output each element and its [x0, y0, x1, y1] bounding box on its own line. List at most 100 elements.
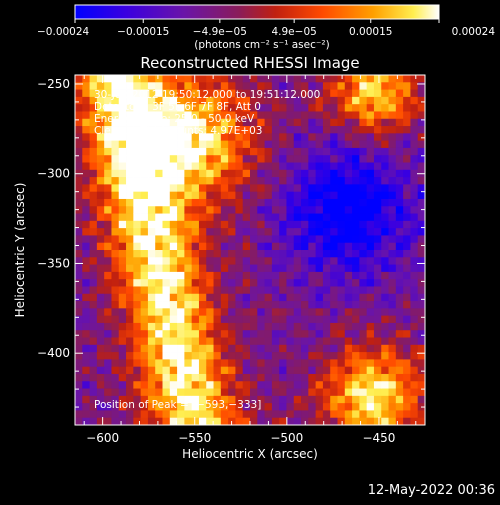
heatmap-cell — [228, 133, 236, 142]
heatmap-cell — [104, 89, 112, 98]
heatmap-cell — [403, 301, 411, 309]
heatmap-cell — [82, 315, 90, 324]
heatmap-cell — [111, 126, 120, 134]
heatmap-cell — [352, 133, 360, 142]
heatmap-cell — [271, 177, 280, 185]
heatmap-cell — [89, 147, 98, 156]
heatmap-cell — [228, 403, 236, 411]
heatmap-cell — [220, 301, 229, 309]
heatmap-cell — [104, 315, 112, 324]
heatmap-cell — [213, 126, 222, 134]
heatmap-cell — [366, 118, 375, 127]
heatmap-cell — [337, 293, 346, 302]
heatmap-cell — [147, 242, 156, 251]
heatmap-cell — [250, 352, 258, 360]
heatmap-cell — [264, 395, 273, 404]
heatmap-cell — [177, 257, 185, 265]
heatmap-cell — [271, 118, 280, 127]
heatmap-cell — [330, 118, 338, 127]
heatmap-cell — [322, 381, 331, 389]
heatmap-cell — [403, 126, 411, 134]
heatmap-cell — [264, 286, 273, 295]
heatmap-cell — [96, 308, 105, 317]
heatmap-cell — [177, 293, 185, 302]
heatmap-cell — [96, 293, 105, 302]
heatmap-cell — [133, 118, 142, 127]
heatmap-cell — [264, 322, 273, 331]
heatmap-cell — [133, 75, 142, 83]
heatmap-cell — [264, 366, 273, 375]
heatmap-cell — [155, 315, 163, 324]
heatmap-cell — [169, 322, 178, 331]
heatmap-cell — [89, 89, 98, 98]
heatmap-cell — [286, 286, 295, 295]
heatmap-cell — [286, 155, 295, 163]
heatmap-cell — [286, 395, 295, 404]
heatmap-cell — [104, 250, 112, 258]
heatmap-cell — [359, 96, 368, 105]
heatmap-cell — [315, 235, 324, 244]
heatmap-cell — [352, 293, 360, 302]
heatmap-cell — [242, 373, 251, 382]
heatmap-cell — [286, 198, 295, 207]
heatmap-cell — [220, 322, 229, 331]
heatmap-cell — [198, 366, 207, 375]
heatmap-cell — [242, 177, 251, 185]
heatmap-cell — [315, 177, 324, 185]
heatmap-cell — [96, 235, 105, 244]
heatmap-cell — [315, 264, 324, 273]
heatmap-cell — [330, 242, 338, 251]
heatmap-cell — [250, 147, 258, 156]
heatmap-cell — [111, 155, 120, 163]
heatmap-cell — [75, 250, 83, 258]
heatmap-cell — [220, 417, 229, 425]
heatmap-cell — [220, 140, 229, 149]
heatmap-cell — [344, 279, 353, 287]
heatmap-cell — [359, 147, 368, 156]
heatmap-cell — [308, 191, 317, 200]
heatmap-cell — [395, 184, 404, 193]
heatmap-cell — [89, 75, 98, 83]
heatmap-cell — [162, 147, 171, 156]
heatmap-cell — [264, 191, 273, 200]
heatmap-cell — [220, 147, 229, 156]
heatmap-cell — [315, 191, 324, 200]
heatmap-cell — [301, 147, 309, 156]
heatmap-cell — [147, 89, 156, 98]
heatmap-cell — [111, 111, 120, 120]
heatmap-cell — [206, 220, 214, 229]
heatmap-cell — [140, 250, 149, 258]
heatmap-cell — [322, 293, 331, 302]
heatmap-cell — [286, 169, 295, 178]
heatmap-cell — [213, 257, 222, 265]
heatmap-cell — [301, 169, 309, 178]
heatmap-cell — [96, 286, 105, 295]
heatmap-cell — [352, 206, 360, 214]
heatmap-cell — [264, 301, 273, 309]
heatmap-cell — [242, 366, 251, 375]
heatmap-cell — [191, 344, 200, 353]
heatmap-cell — [82, 308, 90, 317]
heatmap-cell — [96, 330, 105, 338]
heatmap-cell — [191, 250, 200, 258]
heatmap-cell — [147, 104, 156, 112]
heatmap-cell — [220, 155, 229, 163]
heatmap-cell — [213, 286, 222, 295]
heatmap-cell — [293, 184, 302, 193]
heatmap-cell — [75, 213, 83, 222]
heatmap-cell — [169, 169, 178, 178]
heatmap-cell — [96, 82, 105, 90]
heatmap-cell — [250, 417, 258, 425]
x-tick-label: −500 — [270, 431, 303, 445]
heatmap-cell — [359, 111, 368, 120]
heatmap-cell — [118, 308, 127, 317]
heatmap-cell — [82, 264, 90, 273]
heatmap-cell — [235, 220, 244, 229]
heatmap-cell — [169, 242, 178, 251]
heatmap-cell — [104, 395, 112, 404]
heatmap-cell — [337, 133, 346, 142]
heatmap-cell — [213, 242, 222, 251]
heatmap-cell — [352, 82, 360, 90]
heatmap-cell — [184, 213, 193, 222]
heatmap-cell — [264, 352, 273, 360]
